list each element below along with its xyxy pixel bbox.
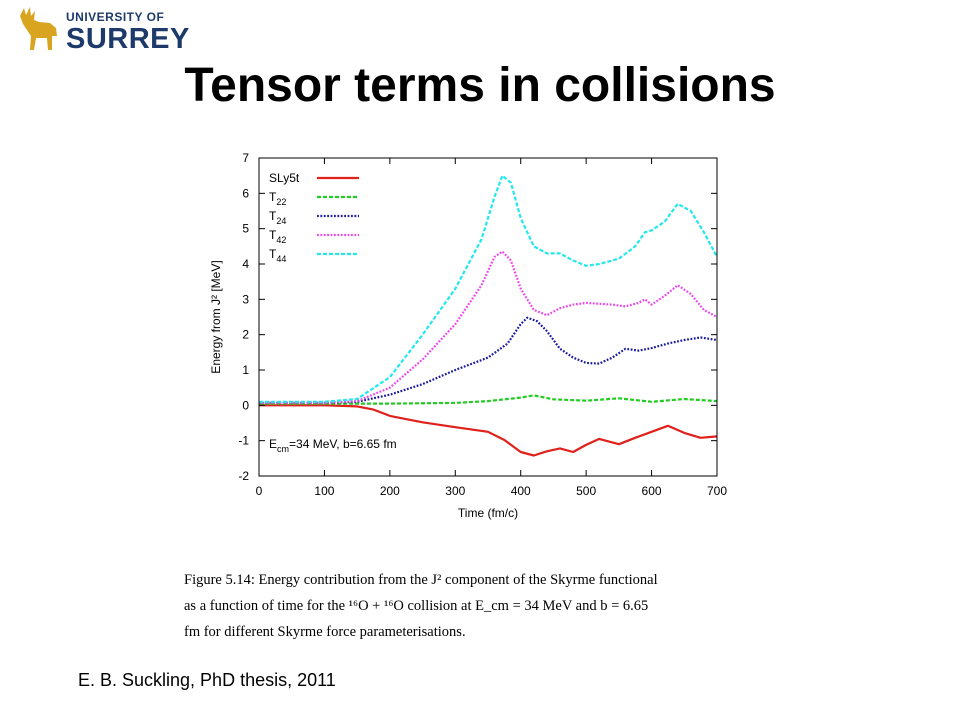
plot-frame — [258, 157, 718, 477]
x-tick-label-400: 400 — [511, 484, 531, 498]
slide-title: Tensor terms in collisions — [184, 59, 776, 112]
series-line-4 — [259, 250, 718, 404]
series-line-3 — [259, 316, 718, 404]
logo-line-1: UNIVERSITY OF — [66, 10, 165, 24]
series-line-2 — [259, 394, 718, 405]
citation: E. B. Suckling, PhD thesis, 2011 — [78, 670, 336, 690]
energy-time-chart: 0 100 200 300 400 500 600 700 -2 -1 0 1 2 3 4 5 6 7 Time (… — [209, 151, 727, 520]
y-tick-label-7: 7 — [242, 151, 249, 165]
series-line-5 — [259, 174, 718, 403]
y-axis-label: Energy from J² [MeV] — [209, 260, 223, 373]
x-axis-label: Time (fm/c) — [458, 506, 518, 520]
y-tick-label-5: 5 — [242, 222, 249, 236]
y-tick-label-1: 1 — [242, 363, 249, 377]
figure-caption: Figure 5.14: Energy contribution from th… — [184, 567, 774, 645]
y-tick-label-4: 4 — [242, 257, 249, 271]
x-tick-label-300: 300 — [445, 484, 465, 498]
legend-label-1: SLy5t — [269, 171, 300, 185]
x-tick-label-600: 600 — [642, 484, 662, 498]
y-tick-label-0: 0 — [242, 398, 249, 412]
x-tick-label-0: 0 — [256, 484, 263, 498]
y-tick-label-2: 2 — [242, 328, 249, 342]
caption-line-3: fm for different Skyrme force parameteri… — [184, 624, 466, 640]
logo-line-2: SURREY — [66, 23, 190, 55]
series-line-1 — [259, 404, 718, 457]
x-tick-label-200: 200 — [380, 484, 400, 498]
legend-label-5: T44 — [269, 247, 286, 264]
y-tick-label-6: 6 — [242, 186, 249, 200]
x-tick-label-500: 500 — [576, 484, 596, 498]
y-tick-label--2: -2 — [238, 469, 249, 483]
university-logo: UNIVERSITY OF SURREY — [12, 6, 189, 56]
caption-line-1: Figure 5.14: Energy contribution from th… — [184, 572, 658, 588]
y-tick-label--1: -1 — [238, 434, 249, 448]
x-tick-label-700: 700 — [707, 484, 727, 498]
caption-line-2: as a function of time for the ¹⁶O + ¹⁶O … — [184, 598, 649, 614]
x-tick-label-100: 100 — [314, 484, 334, 498]
stag-icon — [20, 7, 57, 50]
legend-label-3: T24 — [269, 209, 286, 226]
legend-label-2: T22 — [269, 190, 286, 207]
y-tick-label-3: 3 — [242, 292, 249, 306]
legend-label-4: T42 — [269, 228, 286, 245]
chart-annotation: Ecm=34 MeV, b=6.65 fm — [269, 437, 397, 454]
